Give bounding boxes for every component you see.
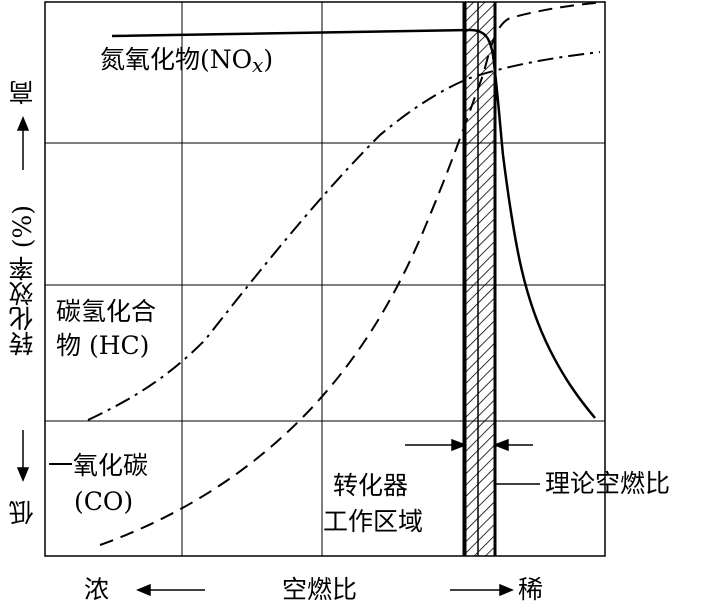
y-axis-title: 转化效率 (%) (8, 205, 37, 357)
x-axis-title: 空燃比 (282, 575, 358, 604)
stoich-label: 理论空燃比 (545, 469, 671, 498)
co-curve (99, 1, 606, 546)
zone-arrows (405, 438, 533, 452)
hc-label-line2: 物 (HC) (56, 331, 150, 360)
zone-label-line1: 转化器 (333, 471, 409, 500)
y-axis-high-label: 高 (8, 80, 37, 105)
nox-label-sub: x (252, 53, 264, 77)
x-arrow-left-head (136, 583, 151, 597)
y-axis-low-label: 低 (8, 500, 37, 525)
x-axis-left-label: 浓 (84, 575, 110, 604)
grid (45, 2, 605, 556)
co-label-line2: (CO) (74, 487, 134, 516)
converter-working-zone (463, 2, 497, 556)
y-arrow-up-head (16, 116, 30, 131)
x-axis-right-label: 稀 (518, 575, 544, 604)
hc-curve (87, 51, 601, 421)
x-arrow-right-head (499, 583, 514, 597)
co-label-line1: 一氧化碳 (48, 451, 149, 480)
hc-label-line1: 碳氢化合 (56, 297, 157, 326)
plot-frame (44, 1, 606, 557)
nox-label: 氮氧化物(NOx) (100, 45, 274, 77)
y-arrow-down-head (16, 467, 30, 482)
x-axis-arrows (136, 583, 514, 597)
nox-curve (111, 28, 596, 419)
zone-label-line2: 工作区域 (323, 507, 424, 536)
y-axis-arrows (16, 116, 30, 482)
